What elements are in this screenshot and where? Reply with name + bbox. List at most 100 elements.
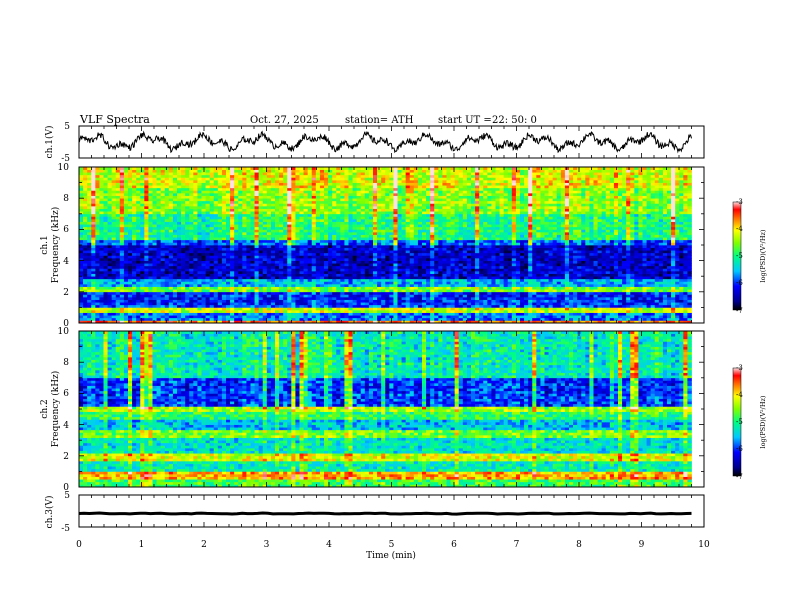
spectrogram-cell <box>385 229 390 233</box>
spectrogram-cell <box>87 224 92 228</box>
spectrogram-cell <box>193 320 198 324</box>
spectrogram-cell <box>279 281 284 285</box>
spectrogram-cell <box>152 278 157 282</box>
spectrogram-cell <box>156 203 162 207</box>
spectrogram-cell <box>311 278 317 282</box>
spectrogram-cell <box>230 317 235 321</box>
spectrogram-cell <box>401 182 407 186</box>
spectrogram-cell <box>328 198 333 202</box>
spectrogram-cell <box>295 247 300 251</box>
spectrogram-cell <box>319 211 325 215</box>
spectrogram-cell <box>319 250 325 254</box>
spectrogram-cell <box>99 229 104 233</box>
spectrogram-cell <box>238 245 243 248</box>
spectrogram-cell <box>332 193 337 196</box>
spectrogram-cell <box>283 299 288 303</box>
spectrogram-cell <box>95 255 100 259</box>
spectrogram-cell <box>185 265 190 269</box>
spectrogram-cell <box>144 219 149 222</box>
spectrogram-cell <box>336 229 341 233</box>
spectrogram-cell <box>258 245 264 248</box>
spectrogram-cell <box>275 190 280 194</box>
spectrogram-cell <box>217 320 223 324</box>
spectrogram-cell <box>230 242 235 246</box>
spectrogram-cell <box>115 229 121 233</box>
spectrogram-cell <box>156 302 162 306</box>
spectrogram-cell <box>172 312 178 316</box>
spectrogram-cell <box>140 169 145 173</box>
spectrogram-cell <box>148 169 153 173</box>
spectrogram-cell <box>279 320 284 324</box>
spectrogram-cell <box>132 255 137 259</box>
spectrogram-cell <box>168 195 174 199</box>
spectrogram-cell <box>389 299 394 303</box>
spectrogram-cell <box>332 291 337 295</box>
spectrogram-cell <box>115 250 121 254</box>
spectrogram-cell <box>340 263 345 267</box>
spectrogram-cell <box>311 263 317 267</box>
spectrogram-cell <box>128 268 133 272</box>
spectrogram-cell <box>111 317 117 321</box>
spectrogram-cell <box>128 185 133 189</box>
spectrogram-cell <box>246 180 251 183</box>
spectrogram-cell <box>299 208 304 212</box>
spectrogram-cell <box>332 226 337 230</box>
spectrogram-cell <box>364 299 370 303</box>
spectrogram-cell <box>238 271 243 274</box>
spectrogram-cell <box>238 187 243 191</box>
spectrogram-cell <box>79 302 84 306</box>
spectrogram-cell <box>250 229 255 233</box>
spectrogram-cell <box>324 265 329 269</box>
spectrogram-cell <box>242 315 247 319</box>
spectrogram-cell <box>275 219 280 222</box>
spectrogram-cell <box>83 263 88 267</box>
spectrogram-cell <box>95 312 100 316</box>
spectrogram-cell <box>389 198 394 202</box>
spectrogram-cell <box>115 216 121 220</box>
spectrogram-cell <box>79 307 84 311</box>
spectrogram-cell <box>328 224 333 228</box>
spectrogram-cell <box>311 206 317 209</box>
spectrogram-cell <box>352 169 358 173</box>
spectrogram-cell <box>226 193 231 196</box>
spectrogram-cell <box>368 286 374 290</box>
spectrogram-cell <box>283 281 288 285</box>
spectrogram-cell <box>287 250 292 254</box>
spectrogram-cell <box>283 180 288 183</box>
spectrogram-cell <box>87 211 92 215</box>
spectrogram-cell <box>291 221 296 225</box>
spectrogram-cell <box>287 247 292 251</box>
spectrogram-cell <box>152 185 157 189</box>
spectrogram-cell <box>87 276 92 280</box>
spectrogram-cell <box>123 265 129 269</box>
spectrogram-cell <box>287 239 292 243</box>
spectrogram-cell <box>307 190 313 194</box>
spectrogram-cell <box>368 167 374 170</box>
spectrogram-cell <box>189 226 194 230</box>
spectrogram-cell <box>168 224 174 228</box>
spectrogram-cell <box>299 245 304 248</box>
spectrogram-cell <box>144 276 149 280</box>
spectrogram-cell <box>287 174 292 178</box>
spectrogram-cell <box>181 200 186 204</box>
spectrogram-cell <box>152 255 157 259</box>
spectrogram-cell <box>279 172 284 176</box>
spectrogram-cell <box>250 187 255 191</box>
spectrogram-cell <box>87 245 92 248</box>
spectrogram-cell <box>107 208 113 212</box>
spectrogram-cell <box>226 278 231 282</box>
spectrogram-cell <box>348 258 353 261</box>
spectrogram-cell <box>242 232 247 235</box>
spectrogram-cell <box>238 315 243 319</box>
spectrogram-cell <box>144 185 149 189</box>
spectrogram-cell <box>336 276 341 280</box>
spectrogram-cell <box>303 297 309 300</box>
spectrogram-cell <box>279 304 284 308</box>
spectrogram-cell <box>95 268 100 272</box>
spectrogram-cell <box>401 193 407 196</box>
spectrogram-cell <box>385 234 390 238</box>
spectrogram-cell <box>303 224 309 228</box>
spectrogram-cell <box>91 232 96 235</box>
spectrogram-cell <box>373 281 378 285</box>
spectrogram-cell <box>213 315 219 319</box>
